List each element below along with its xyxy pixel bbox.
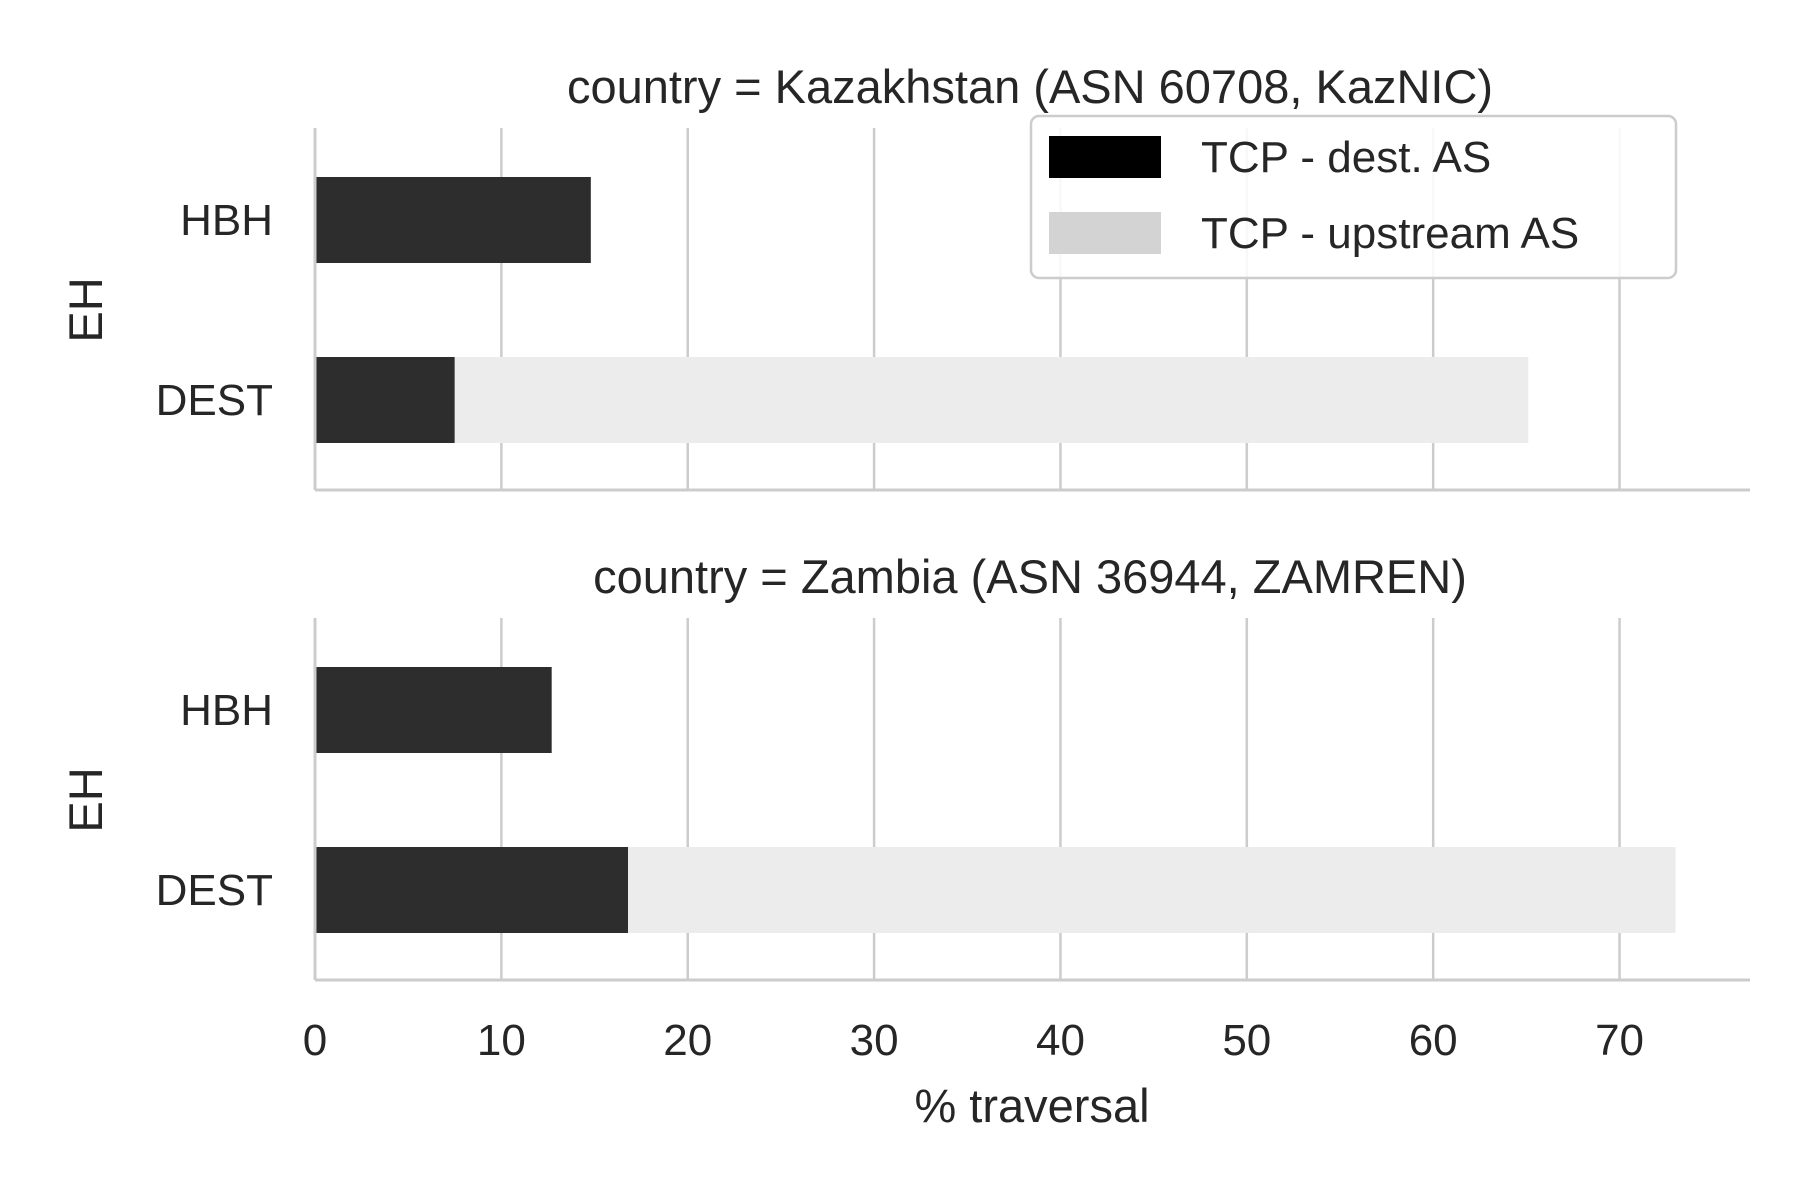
x-tick-label: 20 <box>663 1016 712 1065</box>
y-tick-label: DEST <box>156 376 273 425</box>
y-axis-label: EH <box>59 767 112 832</box>
bar-dest-as <box>315 177 591 263</box>
bar-dest-as <box>315 847 629 933</box>
x-tick-label: 10 <box>477 1016 526 1065</box>
legend-box <box>1029 114 1678 280</box>
x-tick-label: 30 <box>850 1016 899 1065</box>
x-axis-label: % traversal <box>914 1079 1149 1132</box>
x-tick-label: 50 <box>1222 1016 1271 1065</box>
legend-label: TCP - upstream AS <box>1201 209 1579 258</box>
y-tick-label: HBH <box>180 686 273 735</box>
x-tick-label: 70 <box>1595 1016 1644 1065</box>
bar-dest-as <box>315 357 455 443</box>
legend-label: TCP - dest. AS <box>1201 133 1491 182</box>
y-axis-label: EH <box>59 277 112 342</box>
bar-dest-as <box>315 667 552 753</box>
panel-title: country = Zambia (ASN 36944, ZAMREN) <box>593 550 1467 603</box>
legend-swatch <box>1049 136 1161 178</box>
y-tick-label: DEST <box>156 866 273 915</box>
panel-title: country = Kazakhstan (ASN 60708, KazNIC) <box>567 60 1493 113</box>
legend-swatch <box>1049 212 1161 254</box>
bar-upstream-as <box>628 847 1676 933</box>
x-tick-label: 0 <box>303 1016 327 1065</box>
x-tick-label: 60 <box>1409 1016 1458 1065</box>
y-tick-label: HBH <box>180 196 273 245</box>
bar-upstream-as <box>454 357 1529 443</box>
x-tick-label: 40 <box>1036 1016 1085 1065</box>
